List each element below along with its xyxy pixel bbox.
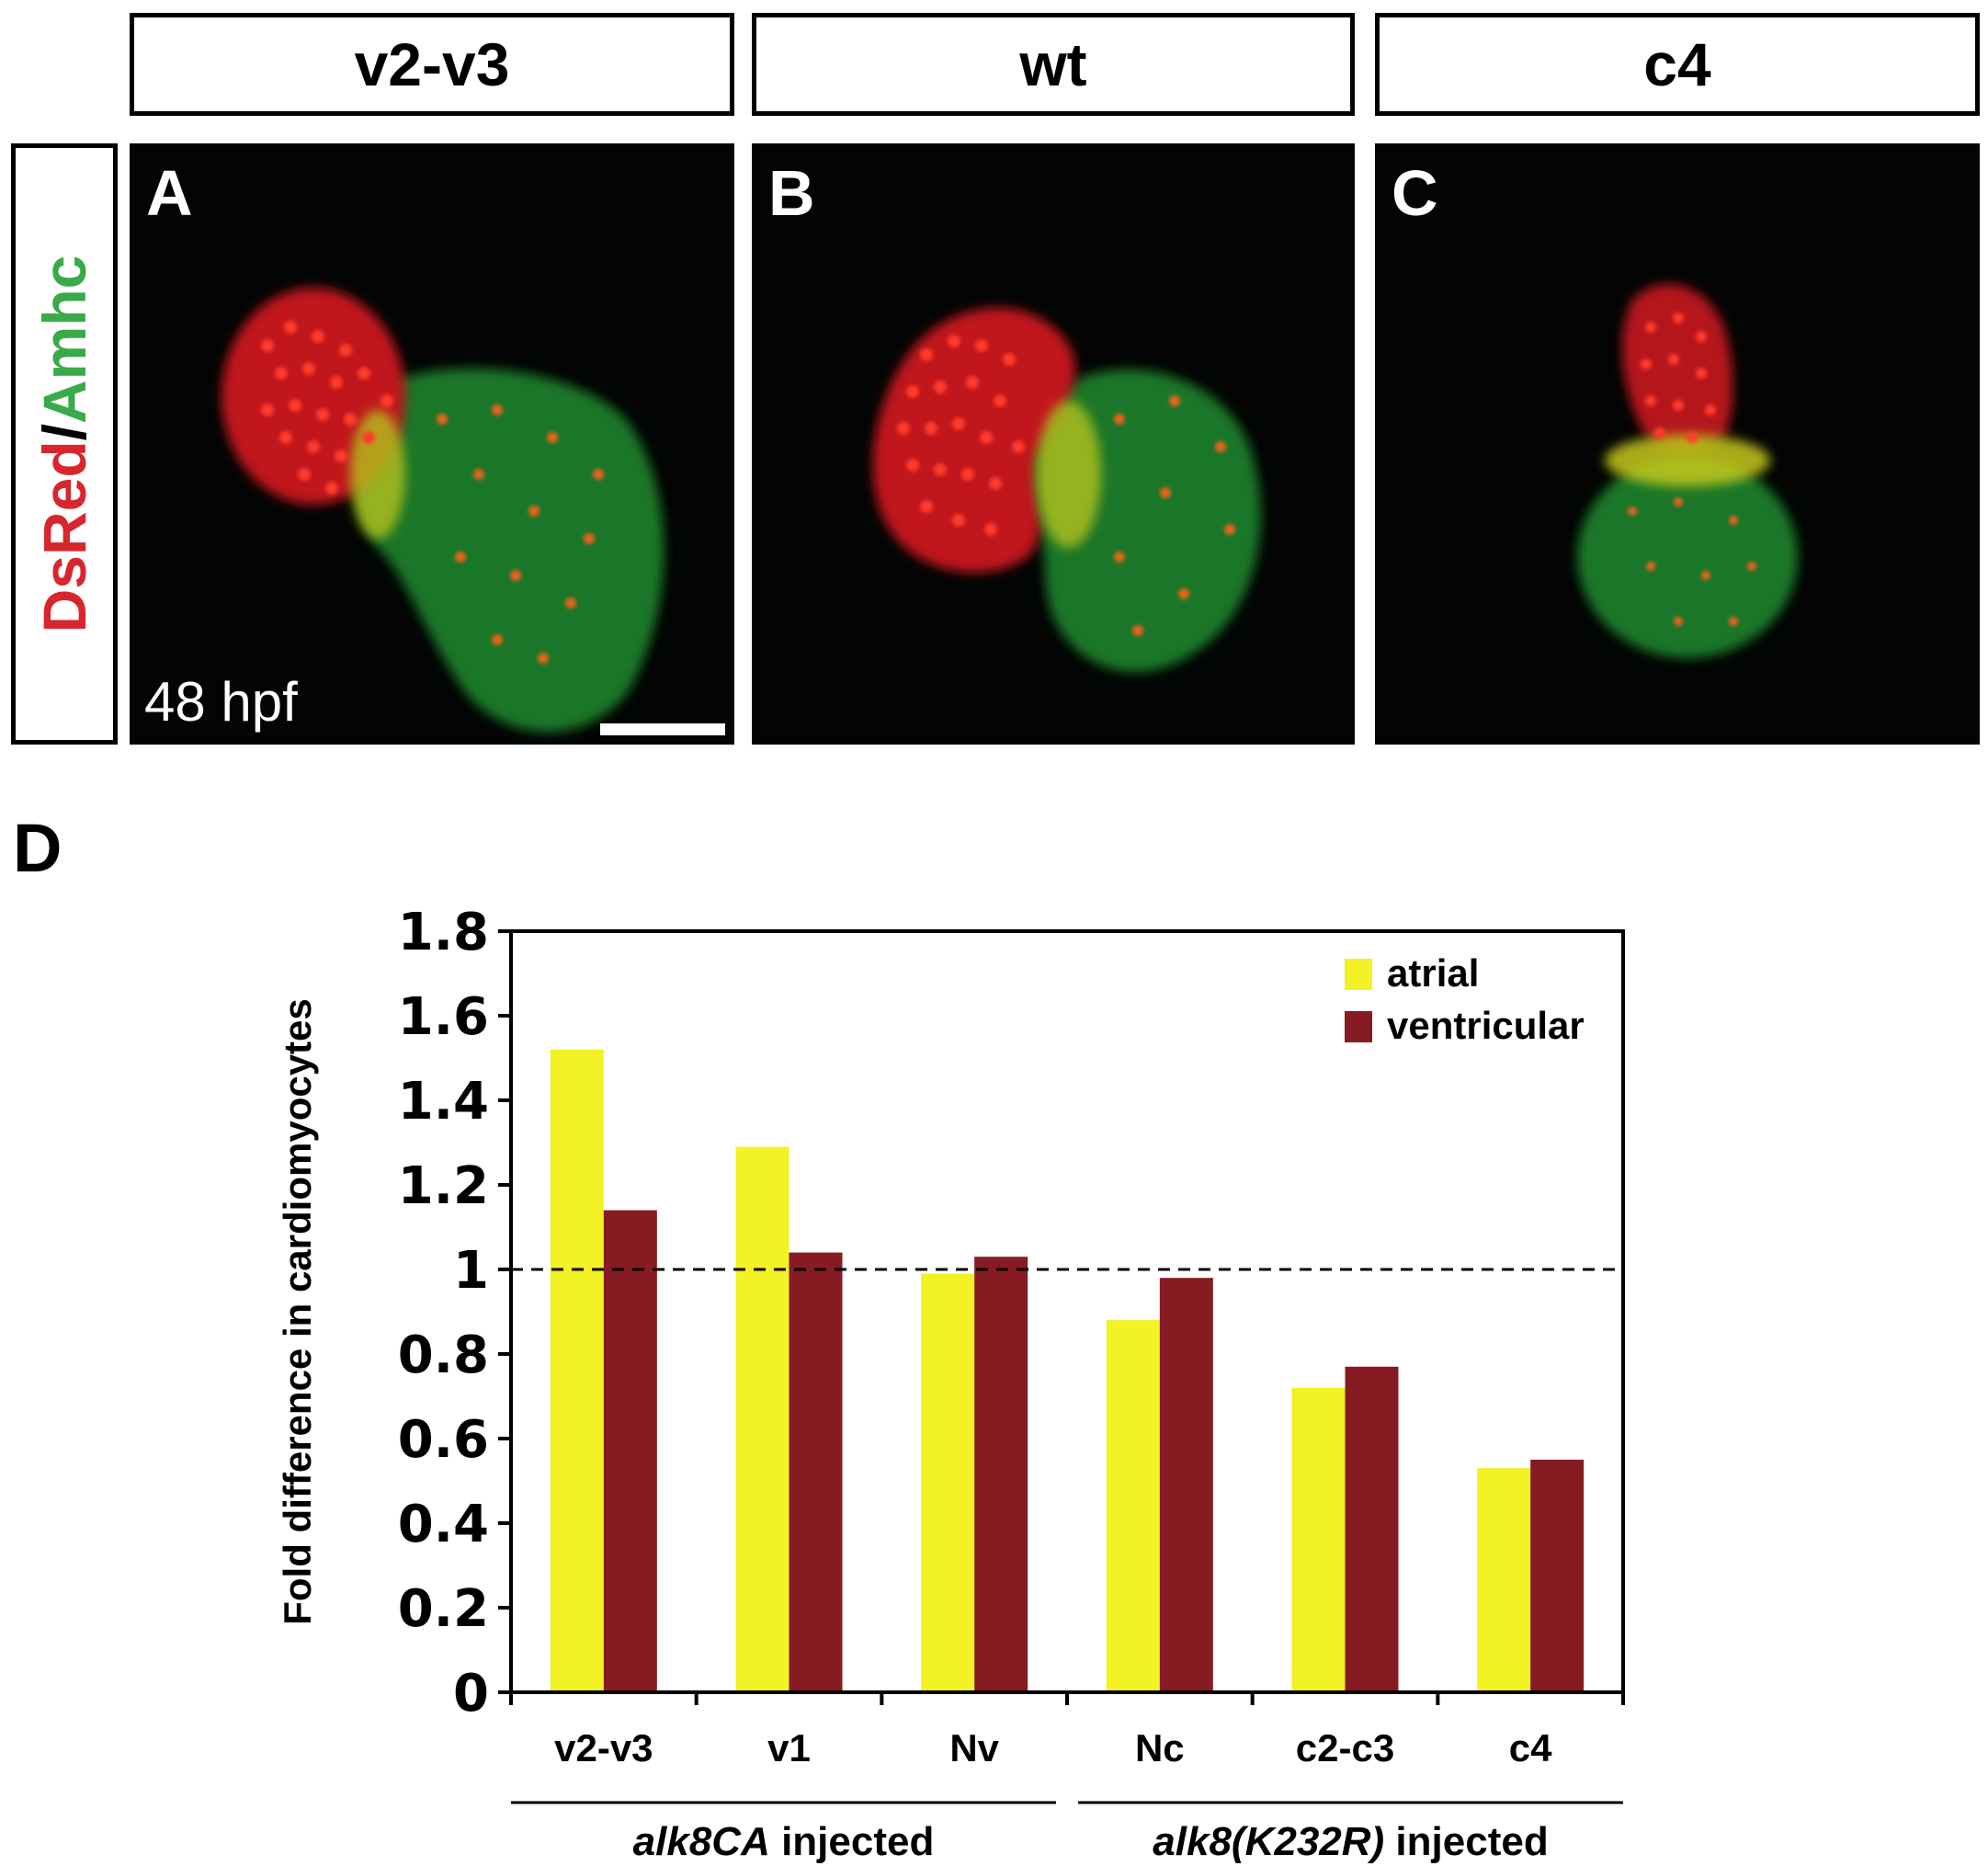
micrograph-b: B xyxy=(752,143,1355,745)
header-c4: c4 xyxy=(1375,13,1980,116)
nuclei-c xyxy=(1628,313,1756,626)
y-tick-label: 1.6 xyxy=(398,987,489,1047)
y-tick-label: 0.8 xyxy=(398,1326,489,1385)
chart-root: 0 0.2 0.4 0.6 0.8 1 1.2 1.4 1.6 1.8 v2-v3 v1 Nv Nc c2-… xyxy=(276,903,1625,1864)
legend-label-atrial: atrial xyxy=(1387,951,1479,995)
group-label-1: alk8CA injected xyxy=(633,1819,935,1864)
x-tick-label: c2-c3 xyxy=(1296,1726,1394,1769)
panel-letter-c: C xyxy=(1392,157,1438,229)
y-tick-label: 1.8 xyxy=(398,903,489,962)
bar-ventricular-Nc xyxy=(1159,1278,1213,1692)
y-tick-label: 0.2 xyxy=(398,1579,489,1639)
micrograph-c: C xyxy=(1375,143,1980,745)
y-tick-label: 1.4 xyxy=(398,1072,489,1132)
heart-image-b xyxy=(752,143,1355,745)
panel-letter-d: D xyxy=(13,810,62,886)
nuclei-b xyxy=(897,335,1235,636)
micrograph-a: A 48 hpf xyxy=(130,143,734,745)
x-tick-label: Nv xyxy=(949,1726,999,1769)
y-tick-label: 1 xyxy=(453,1241,489,1301)
bar-atrial-c4 xyxy=(1477,1468,1531,1692)
panel-letter-a: A xyxy=(146,157,193,229)
heart-image-a xyxy=(130,143,734,745)
bar-atrial-Nc xyxy=(1106,1320,1160,1692)
bar-ventricular-c2-c3 xyxy=(1345,1366,1399,1692)
legend-swatch-ventricular xyxy=(1345,1011,1372,1042)
x-tick-label: v2-v3 xyxy=(554,1726,653,1769)
x-tick-label: c4 xyxy=(1509,1726,1552,1769)
x-tick-label: v1 xyxy=(767,1726,811,1769)
bar-atrial-c2-c3 xyxy=(1291,1387,1346,1692)
group-label-2: alk8(K232R) injected xyxy=(1153,1819,1548,1864)
bar-ventricular-Nv xyxy=(974,1257,1028,1692)
header-v2-v3-label: v2-v3 xyxy=(354,30,510,98)
panel-letter-b: B xyxy=(768,157,815,229)
y-tick-label: 0.6 xyxy=(398,1410,489,1470)
y-tick-label: 0 xyxy=(453,1664,489,1724)
nuclei-a xyxy=(261,321,604,664)
bar-atrial-v2-v3 xyxy=(550,1049,604,1692)
bar-ventricular-c4 xyxy=(1530,1460,1585,1692)
bar-ventricular-v1 xyxy=(789,1252,843,1692)
legend-swatch-atrial xyxy=(1345,959,1372,990)
stage-label: 48 hpf xyxy=(144,671,298,733)
stain-label-box: DsRed/Amhc xyxy=(11,143,118,745)
x-tick-label: Nc xyxy=(1135,1726,1185,1769)
scale-bar xyxy=(600,723,725,735)
header-v2-v3: v2-v3 xyxy=(130,13,734,116)
y-axis-label: Fold difference in cardiomyocytes xyxy=(276,998,319,1625)
bar-ventricular-v2-v3 xyxy=(603,1210,657,1692)
bar-atrial-Nv xyxy=(921,1273,975,1692)
legend-label-ventricular: ventricular xyxy=(1387,1004,1585,1047)
y-tick-label: 1.2 xyxy=(398,1156,489,1216)
header-c4-label: c4 xyxy=(1643,30,1711,98)
header-wt-label: wt xyxy=(1019,30,1087,98)
heart-image-c xyxy=(1375,143,1980,745)
bar-atrial-v1 xyxy=(735,1146,790,1692)
y-tick-label: 0.4 xyxy=(398,1495,489,1554)
header-wt: wt xyxy=(752,13,1355,116)
